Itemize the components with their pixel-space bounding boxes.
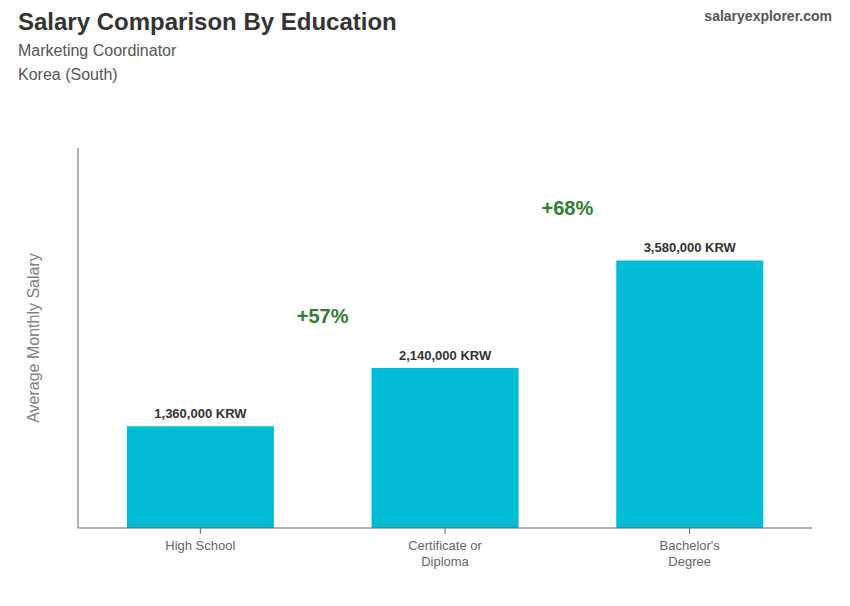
svg-text:1,360,000 KRW: 1,360,000 KRW (154, 406, 247, 421)
svg-text:2,140,000 KRW: 2,140,000 KRW (399, 348, 492, 363)
svg-text:+68%: +68% (541, 197, 593, 219)
html-text:Korea (South): Korea (South) (18, 66, 118, 83)
svg-text:Average Monthly Salary: Average Monthly Salary (25, 253, 42, 423)
html-text:Salary Comparison By Education: Salary Comparison By Education (18, 8, 397, 35)
html-text:salaryexplorer.com: salaryexplorer.com (704, 8, 832, 24)
svg-text:+57%: +57% (297, 305, 349, 327)
html-text:Marketing Coordinator: Marketing Coordinator (18, 42, 177, 59)
svg-text:3,580,000 KRW: 3,580,000 KRW (644, 240, 737, 255)
svg-text:High School: High School (165, 538, 235, 553)
svg-text:Bachelor'sDegree: Bachelor'sDegree (660, 538, 721, 569)
svg-text:Certificate orDiploma: Certificate orDiploma (408, 538, 482, 569)
